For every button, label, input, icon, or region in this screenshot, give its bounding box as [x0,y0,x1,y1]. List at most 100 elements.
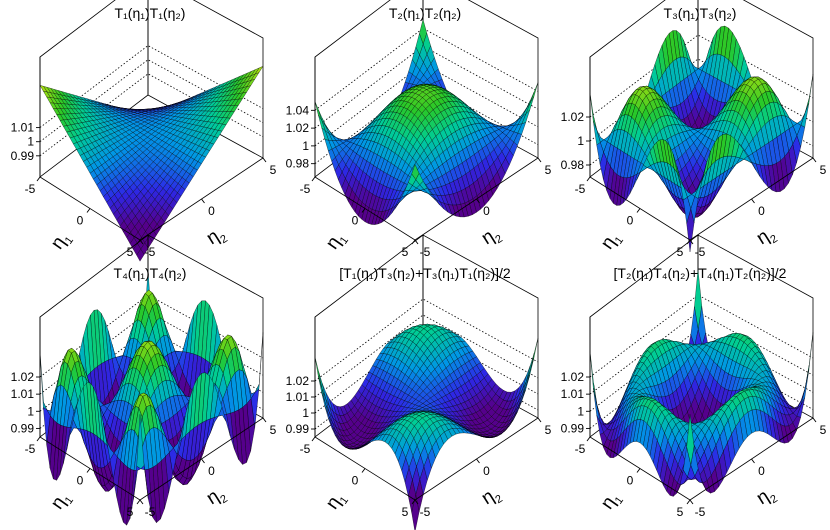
z-tick-label: 0.98 [286,157,310,171]
eta1-axis-label: η1 [47,228,76,255]
z-tick-label: 0.99 [286,422,310,436]
eta1-tick-label: 0 [352,214,359,228]
eta2-tick-label: -5 [145,245,156,259]
surface-cell [593,121,601,146]
eta2-tick [476,458,480,464]
eta1-tick-label: -5 [300,182,311,196]
surface-cell [589,92,598,131]
eta1-tick [636,208,641,213]
eta1-tick-label: 5 [402,505,409,519]
z-tick-label: 1.02 [11,370,35,384]
eta2-tick-label: 0 [758,204,765,218]
eta1-tick [586,176,591,182]
z-tick-label: 0.99 [11,149,35,163]
panel-title: T₂(η₁)T₂(η₂) [389,5,461,21]
eta2-axis-label: η2 [203,223,230,252]
eta1-tick [311,436,316,442]
eta1-tick [311,176,316,182]
surface-mesh [589,269,814,498]
eta2-tick-label: 5 [545,163,552,177]
eta2-tick [812,157,817,163]
panel-title: T₃(η₁)T₃(η₂) [664,5,737,21]
eta2-tick-label: 0 [483,464,490,478]
eta2-axis-label: η2 [478,223,505,252]
surface-cell [39,351,48,411]
z-tick-label: 1.01 [11,387,35,401]
z-tick-label: 1 [27,135,34,149]
eta2-tick [537,157,542,163]
eta1-tick [36,176,41,182]
eta2-tick-label: -5 [695,245,706,259]
eta1-axis-label: η1 [47,488,76,515]
eta1-tick-label: 0 [77,474,84,488]
eta2-tick-label: 5 [270,163,277,177]
eta1-tick-label: 0 [77,214,84,228]
eta1-tick-label: 5 [127,505,134,519]
z-tick-label: 1.02 [286,121,310,135]
eta2-tick [201,458,205,464]
surface-panel-5: 1.021.0110.99-505η150-5η2[T₁(η₁)T₃(η₂)+T… [286,234,552,530]
eta1-tick-label: 5 [127,245,134,259]
panel-title: T₄(η₁)T₄(η₂) [114,265,187,281]
eta1-tick [86,468,91,473]
surface-cell [254,332,264,393]
surface-mesh [39,269,264,526]
surface-cell [529,337,539,372]
z-tick-label: 1.02 [286,374,310,388]
z-tick-label: 1.02 [561,110,585,124]
eta2-axis-label: η2 [753,223,780,252]
surface-mesh [314,323,539,530]
surface-cell [529,82,539,104]
eta1-axis-label: η1 [597,228,626,255]
surface-cell [136,248,145,262]
z-tick-label: 1.01 [11,121,35,135]
surface-cell [800,102,810,128]
eta1-tick-label: -5 [25,442,36,456]
eta2-axis-label: η2 [203,483,230,512]
z-tick-label: 0.99 [11,421,35,435]
eta2-tick [201,198,205,204]
eta1-tick [136,499,141,505]
panel-title: T₁(η₁)T₁(η₂) [115,5,186,21]
z-tick-label: 1 [302,139,309,153]
eta2-tick [262,417,267,423]
surface-cell [525,357,535,387]
surface-mesh [589,25,814,253]
eta2-tick [537,417,542,423]
eta2-tick-label: 5 [545,423,552,437]
surface-mesh [39,65,264,262]
surface-cell [314,101,323,121]
eta2-axis-label: η2 [478,483,505,512]
eta2-tick-label: 0 [208,204,215,218]
eta1-tick-label: -5 [300,442,311,456]
z-tick-label: 1 [577,134,584,148]
z-tick-label: 1 [302,406,309,420]
eta2-tick-label: 5 [820,163,827,177]
eta1-tick-label: 0 [627,214,634,228]
eta2-tick-label: 5 [270,423,277,437]
z-tick-label: 1.01 [286,390,310,404]
surface-cell [314,356,323,389]
eta1-tick-label: 0 [352,474,359,488]
surface-panel-6: 1.021.0110.99-505η150-5η2[T₂(η₁)T₄(η₂)+T… [561,234,827,519]
eta1-tick-label: -5 [575,182,586,196]
eta1-axis-label: η1 [322,228,351,255]
surface-cell [525,96,535,114]
surface-mesh [314,18,539,225]
eta2-tick-label: -5 [145,505,156,519]
back-wall-right [147,0,264,159]
eta1-tick [36,436,41,442]
eta2-tick-label: 0 [208,464,215,478]
surface-cell [804,73,814,113]
eta2-tick [751,198,755,204]
z-tick-label: 0.98 [561,158,585,172]
eta2-tick-label: -5 [420,245,431,259]
eta2-tick-label: -5 [420,505,431,519]
eta1-tick [361,468,366,473]
eta2-tick [139,499,144,505]
